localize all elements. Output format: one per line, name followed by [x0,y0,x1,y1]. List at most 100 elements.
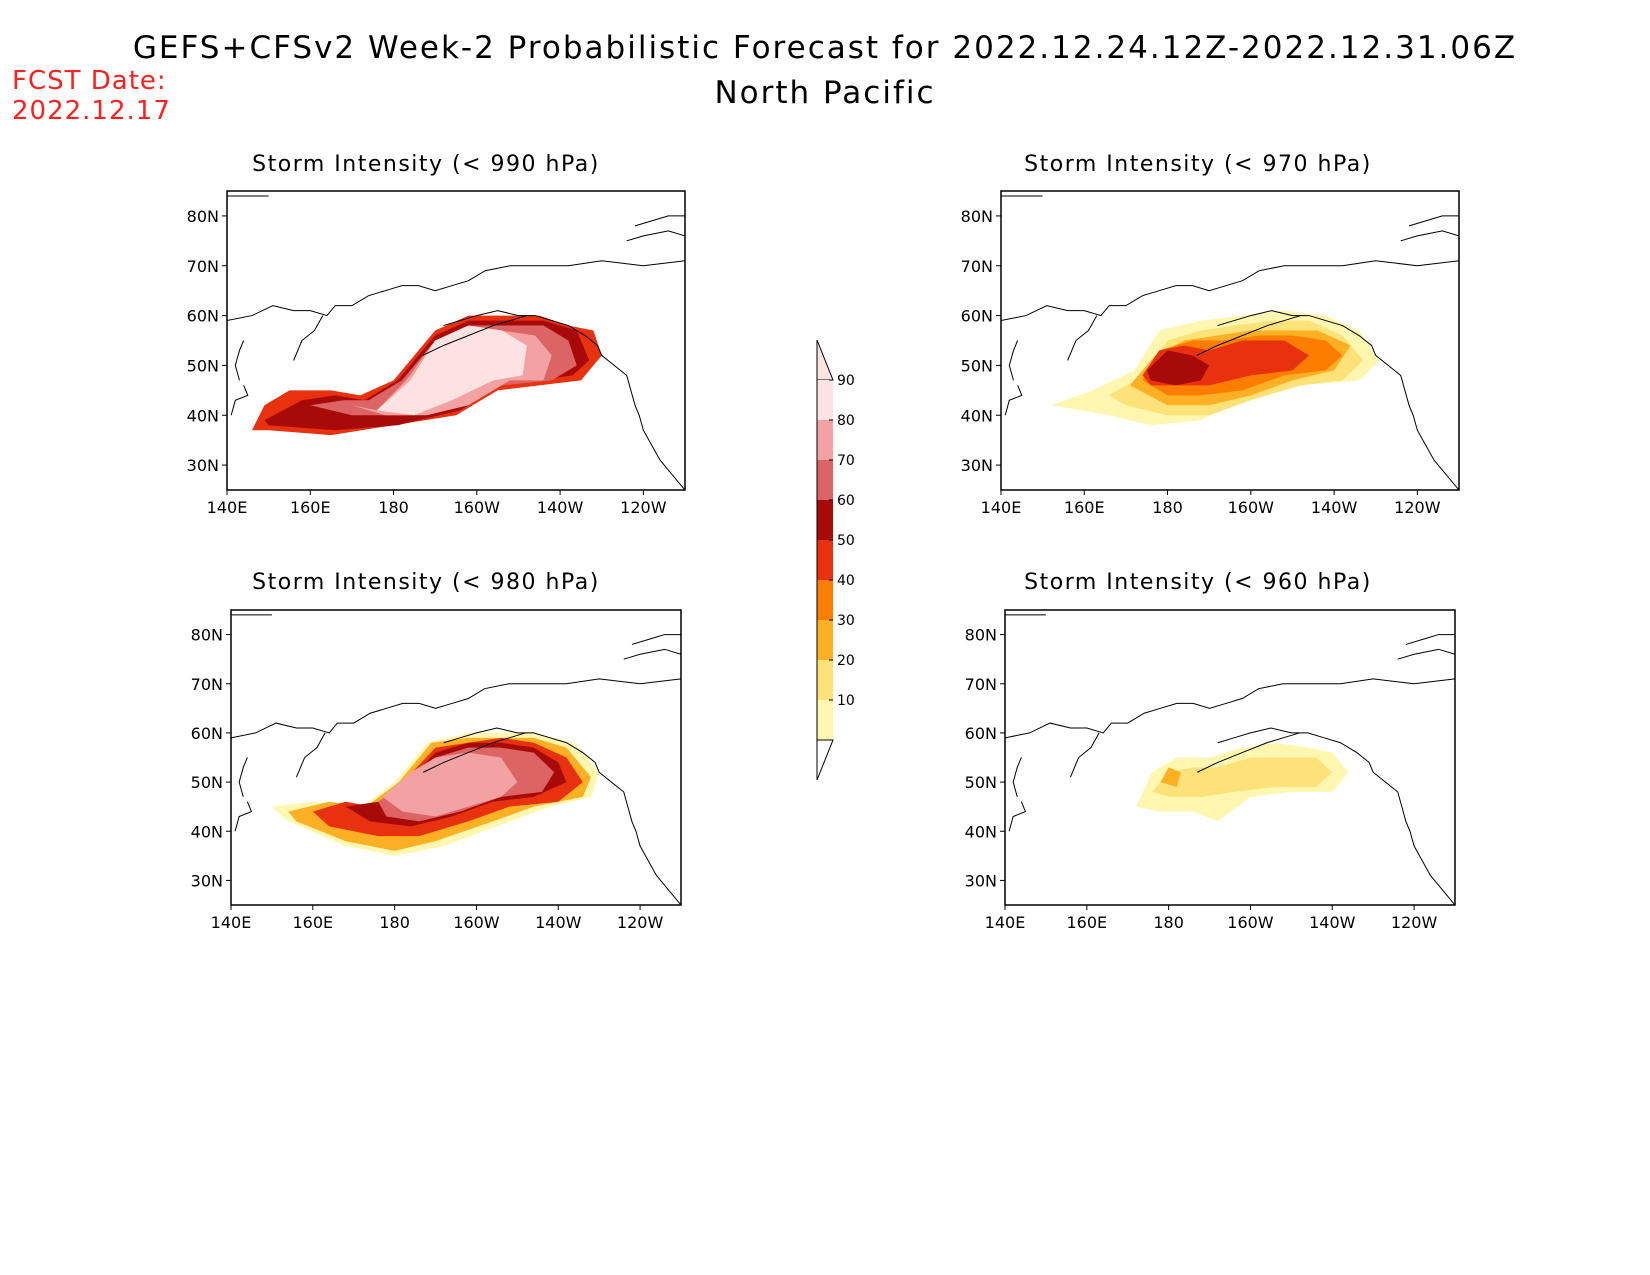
coastline [1008,801,1027,832]
lat-tick-label: 50N [191,773,223,792]
lat-tick-label: 80N [191,626,223,645]
colorbar-tick-label: 30 [837,613,855,629]
lon-tick-label: 180 [1153,913,1184,932]
lon-tick-label: 180 [378,498,409,517]
region-level-20 [1152,757,1333,797]
coastline [1405,634,1455,645]
lat-tick-label: 70N [965,675,997,694]
lat-tick-label: 60N [961,307,993,326]
colorbar-tick-label: 50 [837,533,855,549]
lon-tick-label: 140E [985,913,1026,932]
map-frame [226,190,686,491]
coastline [230,385,249,416]
coastline [623,648,681,660]
region-level-90 [376,325,527,416]
colorbar-swatch [817,540,833,580]
coastline [1008,340,1019,381]
lon-tick-label: 120W [620,498,667,517]
coastline [1217,310,1459,490]
lat-tick-label: 70N [961,257,993,276]
lon-tick-label: 140E [981,498,1022,517]
colorbar-swatch [817,580,833,620]
coastline [1400,230,1459,242]
coastline [443,727,681,905]
lat-tick-label: 80N [961,207,993,226]
panel-title-980: Storm Intensity (< 980 hPa) [252,570,600,595]
lon-tick-label: 160E [1064,498,1105,517]
lat-tick-label: 50N [961,356,993,375]
probability-field [271,732,600,856]
coastline [1001,260,1459,322]
colorbar-tick-label: 40 [837,573,855,589]
coastline [1005,678,1455,739]
lon-tick-label: 140W [1311,498,1358,517]
lat-tick-label: 30N [961,456,993,475]
region-level-80 [382,752,518,817]
colorbar-tick-label: 70 [837,453,855,469]
lat-tick-label: 70N [191,675,223,694]
lat-tick-label: 40N [961,406,993,425]
map-panel-3: 30N 40N 50N 60N 70N 80N 140E 160E 180 160W 140W 120… [965,609,1456,932]
lat-tick-label: 50N [187,356,219,375]
coastline [634,215,685,227]
lon-tick-label: 140W [537,498,584,517]
lon-tick-label: 160E [290,498,331,517]
map-panel-1: 30N 40N 50N 60N 70N 80N 140E 160E 180 160W 140W 120… [961,190,1460,517]
map-panel-0: 30N 40N 50N 60N 70N 80N 140E 160E 180 160W 140W 120… [187,190,686,517]
probability-field [251,315,602,436]
lat-tick-label: 80N [965,626,997,645]
coastline [1012,757,1022,797]
colorbar-swatch [817,700,833,740]
coastline [423,732,526,773]
coastline [1397,648,1455,660]
coastline [626,230,685,242]
coastline [293,315,324,361]
panel-title-990: Storm Intensity (< 990 hPa) [252,152,600,177]
coastline [443,310,685,490]
coastline [295,732,326,778]
lon-tick-label: 180 [1152,498,1183,517]
lon-tick-label: 160E [1066,913,1107,932]
coastline [1067,315,1098,361]
colorbar-tick-label: 20 [837,653,855,669]
main-title: GEFS+CFSv2 Week-2 Probabilistic Forecast… [132,30,1518,66]
lon-tick-label: 120W [1391,913,1438,932]
fcst-date-label: FCST Date: [12,66,167,96]
lat-tick-label: 50N [965,773,997,792]
colorbar-swatch [817,380,833,420]
map-frame [1004,609,1456,906]
coastline [1196,315,1301,356]
panel-title-970: Storm Intensity (< 970 hPa) [1024,152,1372,177]
coastline [238,757,248,797]
coastline [234,801,253,832]
colorbar-swatch [817,460,833,500]
colorbar-swatch [817,420,833,460]
lon-tick-label: 180 [379,913,410,932]
coastline [227,260,685,322]
coastlines [1005,614,1455,905]
coastline [1069,732,1100,778]
map-frame [1000,190,1460,491]
lon-tick-label: 140W [535,913,582,932]
lon-tick-label: 140E [211,913,252,932]
probability-field [1135,742,1349,822]
lon-tick-label: 120W [617,913,664,932]
colorbar-top-arrow [816,339,834,381]
coastline [1004,385,1023,416]
coastline [234,340,245,381]
lon-tick-label: 160W [454,498,501,517]
coastline [631,634,681,645]
lat-tick-label: 30N [187,456,219,475]
lon-tick-label: 140E [207,498,248,517]
map-frame [230,609,682,906]
lat-tick-label: 80N [187,207,219,226]
lat-tick-label: 40N [965,822,997,841]
coastline [1217,727,1455,905]
colorbar-tick-label: 90 [837,373,855,389]
coastline [1408,215,1459,227]
lon-tick-label: 160W [453,913,500,932]
coastline [231,678,681,739]
colorbar-tick-label: 80 [837,413,855,429]
lat-tick-label: 60N [965,724,997,743]
